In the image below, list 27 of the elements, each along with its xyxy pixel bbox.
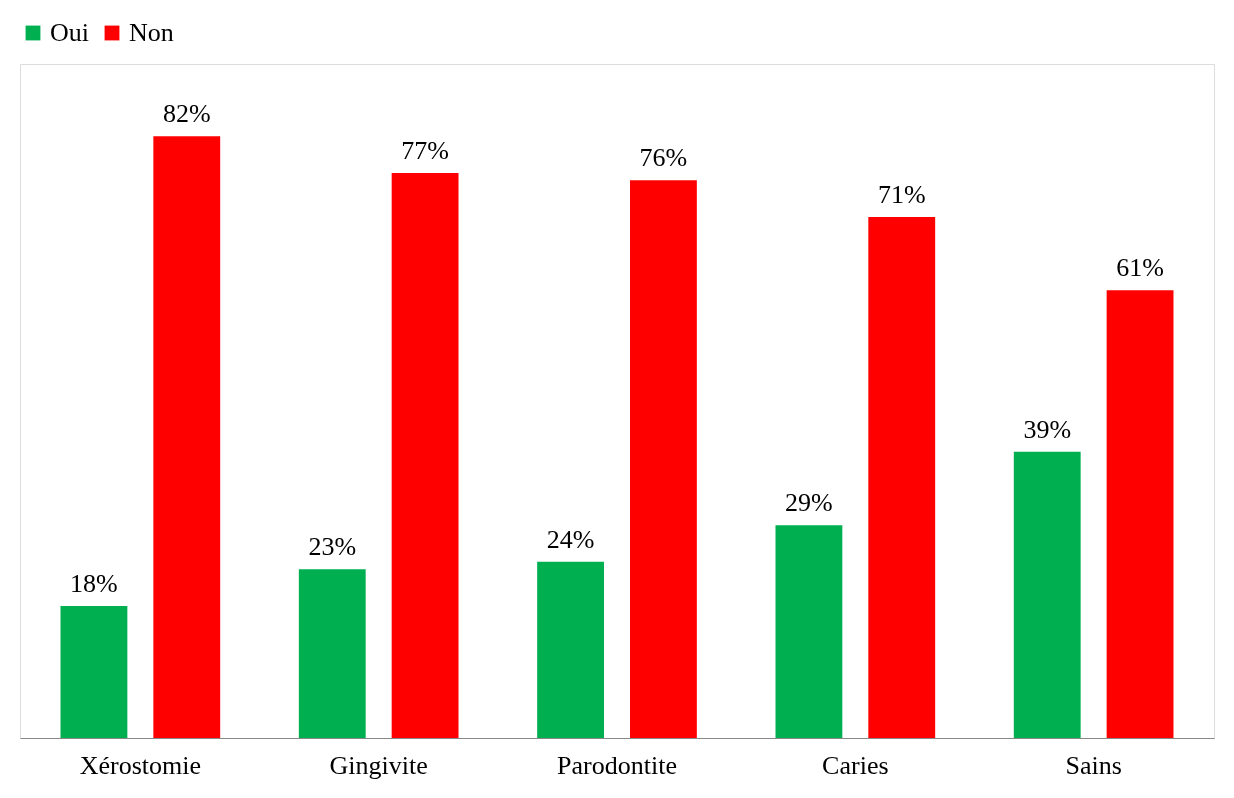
data-label: 76% xyxy=(639,143,688,173)
data-label: 23% xyxy=(308,532,357,562)
x-tick-label: Xérostomie xyxy=(79,750,202,780)
data-label: 61% xyxy=(1116,253,1164,283)
data-label: 24% xyxy=(546,524,595,554)
data-label: 39% xyxy=(1023,414,1072,444)
data-label: 29% xyxy=(785,488,833,518)
data-label: 71% xyxy=(877,179,926,209)
bar xyxy=(868,216,936,738)
bar xyxy=(537,561,604,738)
x-tick-label: Sains xyxy=(1065,750,1122,780)
data-label: 77% xyxy=(401,135,449,165)
data-label: 82% xyxy=(162,99,211,129)
x-tick-label: Parodontite xyxy=(557,750,677,780)
bar xyxy=(298,569,366,738)
data-label: 18% xyxy=(70,568,118,598)
x-tick-label: Gingivite xyxy=(329,750,428,780)
bar xyxy=(630,180,697,738)
legend-label: Oui xyxy=(50,18,89,47)
bar xyxy=(153,136,221,738)
bar xyxy=(1106,290,1174,738)
bar xyxy=(775,525,843,738)
bar xyxy=(60,605,128,738)
bar xyxy=(1013,451,1081,738)
x-tick-label: Caries xyxy=(822,750,889,780)
legend-label: Non xyxy=(129,18,174,47)
bar xyxy=(391,172,459,738)
